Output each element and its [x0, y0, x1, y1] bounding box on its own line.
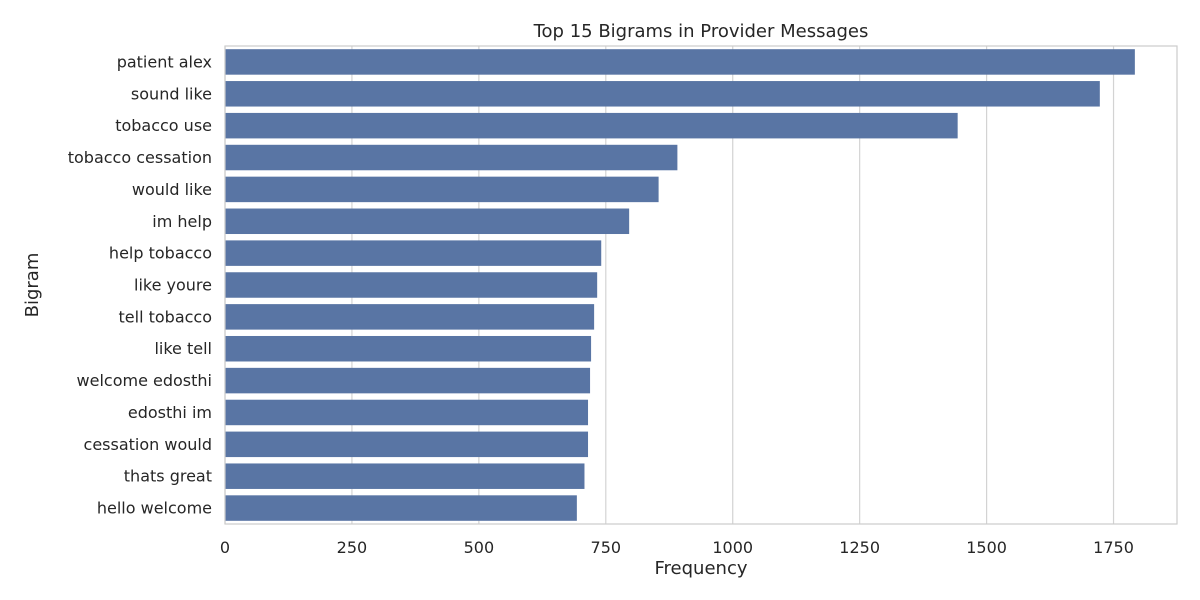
x-tick-label: 1000	[712, 538, 753, 557]
x-tick-label: 1500	[966, 538, 1007, 557]
x-tick-label: 750	[591, 538, 622, 557]
chart-title: Top 15 Bigrams in Provider Messages	[533, 21, 869, 42]
bar	[225, 208, 630, 235]
bar	[225, 240, 602, 266]
bar	[225, 431, 589, 458]
y-axis-label: Bigram	[22, 253, 43, 318]
bar	[225, 463, 585, 489]
y-tick-label: welcome edosthi	[77, 371, 212, 390]
bar	[225, 367, 591, 394]
bars	[225, 49, 1135, 521]
bar	[225, 81, 1100, 107]
y-tick-label: thats great	[124, 467, 212, 486]
y-tick-label: hello welcome	[97, 499, 212, 518]
x-axis-label: Frequency	[655, 558, 748, 579]
x-tick-label: 1750	[1093, 538, 1134, 557]
y-tick-label: cessation would	[84, 435, 212, 454]
y-tick-label: help tobacco	[109, 244, 212, 263]
x-tick-label: 250	[337, 538, 368, 557]
plot-frame	[224, 45, 1178, 525]
bar	[225, 399, 589, 426]
bar	[225, 495, 577, 521]
y-tick-label: edosthi im	[128, 403, 212, 422]
y-tick-label: sound like	[131, 84, 212, 103]
y-tick-labels: patient alex sound like tobacco use tobacco…	[68, 52, 212, 517]
y-tick-label: like youre	[134, 276, 212, 295]
bar	[225, 335, 592, 362]
y-tick-label: tell tobacco	[119, 307, 213, 326]
x-tick-labels: 0 250 500 750 1000 1250 1500 1750	[220, 538, 1134, 557]
bar	[225, 112, 958, 139]
x-tick-label: 0	[220, 538, 230, 557]
y-tick-label: like tell	[154, 339, 212, 358]
y-tick-label: would like	[132, 180, 212, 199]
bar	[225, 272, 598, 298]
bar	[225, 304, 595, 330]
bar	[225, 144, 678, 171]
x-tick-label: 500	[464, 538, 495, 557]
bar	[225, 176, 659, 203]
bar	[225, 49, 1135, 75]
y-tick-label: im help	[152, 212, 212, 231]
y-tick-label: tobacco use	[115, 116, 212, 135]
x-tick-label: 1250	[839, 538, 880, 557]
y-tick-label: patient alex	[117, 52, 212, 71]
y-tick-label: tobacco cessation	[68, 148, 212, 167]
